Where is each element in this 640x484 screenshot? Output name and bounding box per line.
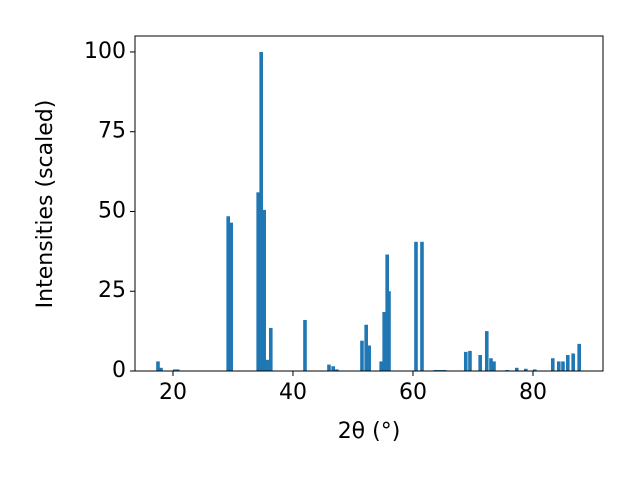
x-tick-label: 60 <box>399 380 427 405</box>
bar <box>156 361 160 371</box>
y-tick-label: 75 <box>98 119 126 144</box>
bar <box>420 241 424 371</box>
bar <box>327 364 331 371</box>
bar <box>262 209 266 371</box>
bar <box>561 361 565 371</box>
bar <box>550 358 555 371</box>
bar <box>364 324 368 371</box>
bar <box>414 241 418 371</box>
x-axis-label: 2θ (°) <box>338 419 401 444</box>
bar <box>382 311 386 371</box>
bar <box>175 369 180 371</box>
bar <box>492 361 496 371</box>
bar <box>387 291 391 371</box>
bar <box>478 355 482 371</box>
bar <box>334 369 339 371</box>
bar <box>229 222 233 371</box>
bar <box>159 367 163 371</box>
y-axis-label: Intensities (scaled) <box>33 100 58 309</box>
bar <box>360 340 364 371</box>
bar <box>532 369 537 371</box>
y-tick-label: 25 <box>98 278 126 303</box>
plot-frame <box>134 35 604 372</box>
y-tick-label: 100 <box>84 39 126 64</box>
bar <box>484 331 489 371</box>
x-tick-label: 40 <box>279 380 307 405</box>
bar <box>571 353 575 371</box>
x-tick-label: 20 <box>159 380 187 405</box>
x-tick-label: 80 <box>519 380 547 405</box>
bar <box>514 367 519 371</box>
bar <box>259 51 263 371</box>
bar <box>379 361 383 371</box>
bar <box>468 350 472 371</box>
y-tick-label: 50 <box>98 198 126 223</box>
bar <box>303 319 307 371</box>
bar <box>556 361 561 371</box>
bar <box>172 369 177 371</box>
bar <box>226 216 230 371</box>
bar <box>489 358 493 371</box>
bar <box>256 192 260 371</box>
bar <box>577 343 581 371</box>
bar <box>367 345 371 371</box>
bar <box>463 351 468 371</box>
bar <box>523 368 528 371</box>
bar <box>268 327 273 371</box>
y-tick-label: 0 <box>112 358 126 383</box>
bar <box>565 355 570 371</box>
bar <box>331 366 335 371</box>
bar <box>265 359 269 371</box>
